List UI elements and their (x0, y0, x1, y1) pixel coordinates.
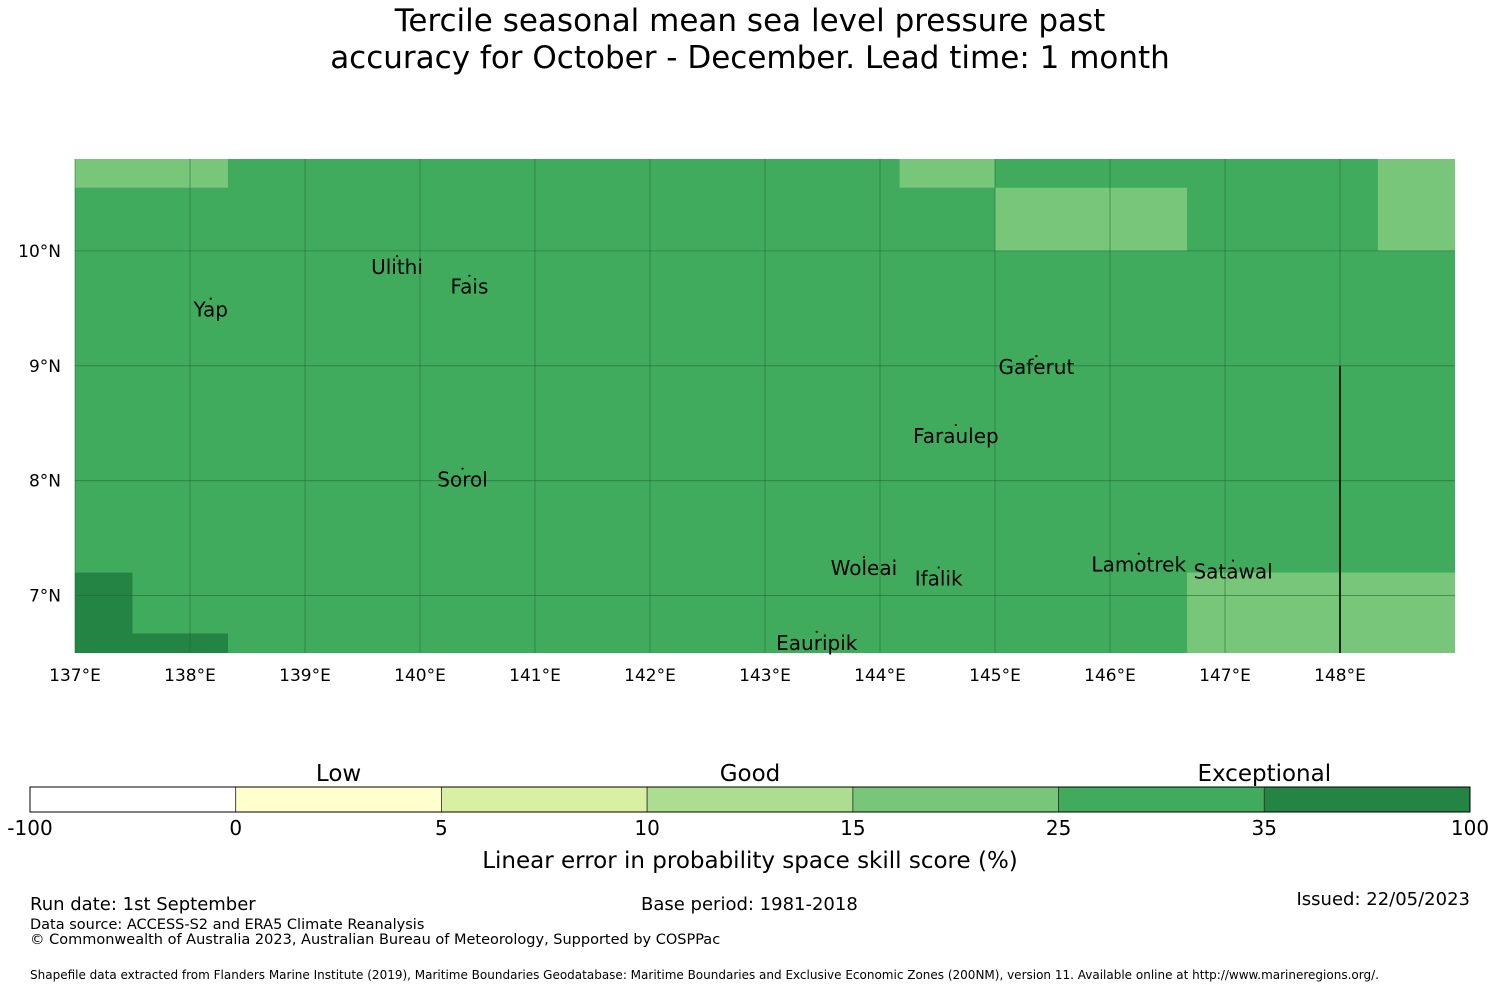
island-marker (209, 297, 212, 300)
x-tick-label: 140°E (394, 666, 446, 686)
legend-swatch (1058, 786, 1265, 813)
legend-tick-label: 100 (1451, 816, 1489, 840)
island-marker (1231, 559, 1235, 562)
x-tick-label: 148°E (1314, 666, 1366, 686)
legend-swatch (646, 786, 854, 813)
chart-title-line-2: accuracy for October - December. Lead ti… (330, 40, 1170, 76)
island-marker (468, 274, 471, 277)
legend-frame (29, 786, 1471, 813)
place-label: Yap (192, 298, 227, 322)
legend-tick-label: 15 (840, 816, 865, 840)
skill-cell (1377, 159, 1455, 251)
legend-category-label: Exceptional (1197, 761, 1331, 787)
y-tick-label: 10°N (18, 242, 61, 262)
legend-category-label: Good (720, 761, 781, 787)
place-label: Lamotrek (1091, 553, 1186, 577)
x-tick-label: 139°E (279, 666, 331, 686)
legend-tick-label: 35 (1252, 816, 1277, 840)
place-label: Woleai (831, 556, 898, 580)
legend-tick-label: -100 (7, 816, 52, 840)
legend-tick-label: 10 (634, 816, 659, 840)
skill-cell (1187, 572, 1455, 653)
place-label: Sorol (437, 468, 488, 492)
skill-cell (75, 572, 133, 653)
place-label: Ulithi (371, 255, 423, 279)
legend-swatch (852, 786, 1059, 813)
run-date: Run date: 1st September (30, 894, 256, 915)
legend-swatch (235, 786, 442, 813)
island-marker (954, 423, 958, 427)
data-source: Data source: ACCESS-S2 and ERA5 Climate … (30, 917, 425, 933)
place-label: Ifalik (915, 566, 963, 590)
place-label: Faraulep (913, 424, 999, 448)
place-label: Fais (450, 275, 488, 299)
place-label: Eauripik (776, 631, 858, 655)
x-tick-label: 145°E (969, 666, 1021, 686)
place-label: Satawal (1193, 560, 1272, 584)
y-tick-label: 8°N (29, 472, 61, 492)
legend-category-label: Low (316, 761, 361, 787)
x-tick-label: 147°E (1199, 666, 1251, 686)
legend-tick-label: 25 (1046, 816, 1071, 840)
x-tick-label: 142°E (624, 666, 676, 686)
skill-cell (75, 159, 228, 188)
place-label: Gaferut (998, 355, 1074, 379)
copyright-notice: © Commonwealth of Australia 2023, Austra… (30, 932, 721, 948)
island-marker (862, 556, 866, 559)
issued-date: Issued: 22/05/2023 (1296, 889, 1470, 910)
legend-axis-label: Linear error in probability space skill … (482, 848, 1018, 874)
map-panel: 137°E 138°E 139°E 140°E 141°E 142°E 143°E 144°E… (18, 159, 1455, 686)
x-tick-label: 141°E (509, 666, 561, 686)
skill-cell (899, 159, 995, 188)
skill-cell (995, 187, 1188, 251)
x-tick-label: 146°E (1084, 666, 1136, 686)
y-tick-label: 9°N (29, 357, 61, 377)
legend-tick-label: 0 (229, 816, 242, 840)
y-tick-label: 7°N (29, 587, 61, 607)
x-tick-label: 143°E (739, 666, 791, 686)
chart-title-line-1: Tercile seasonal mean sea level pressure… (394, 3, 1106, 39)
island-marker (395, 255, 399, 258)
island-marker (937, 566, 940, 569)
island-marker (1035, 354, 1038, 358)
x-tick-label: 138°E (164, 666, 216, 686)
x-tick-label: 137°E (49, 666, 101, 686)
island-marker (461, 467, 464, 470)
legend-swatch (29, 786, 237, 813)
legend-colorbar: -100 0 5 10 15 25 35 100 Low Good Exceptional Linea… (7, 761, 1489, 874)
shapefile-credit: Shapefile data extracted from Flanders M… (30, 968, 1379, 982)
x-tick-label: 144°E (854, 666, 906, 686)
island-marker (815, 630, 818, 633)
skill-cell (132, 633, 228, 653)
legend-swatch (1263, 786, 1471, 813)
legend-swatch (441, 786, 648, 813)
island-marker (1137, 552, 1140, 555)
base-period: Base period: 1981-2018 (641, 894, 858, 915)
legend-tick-label: 5 (435, 816, 448, 840)
